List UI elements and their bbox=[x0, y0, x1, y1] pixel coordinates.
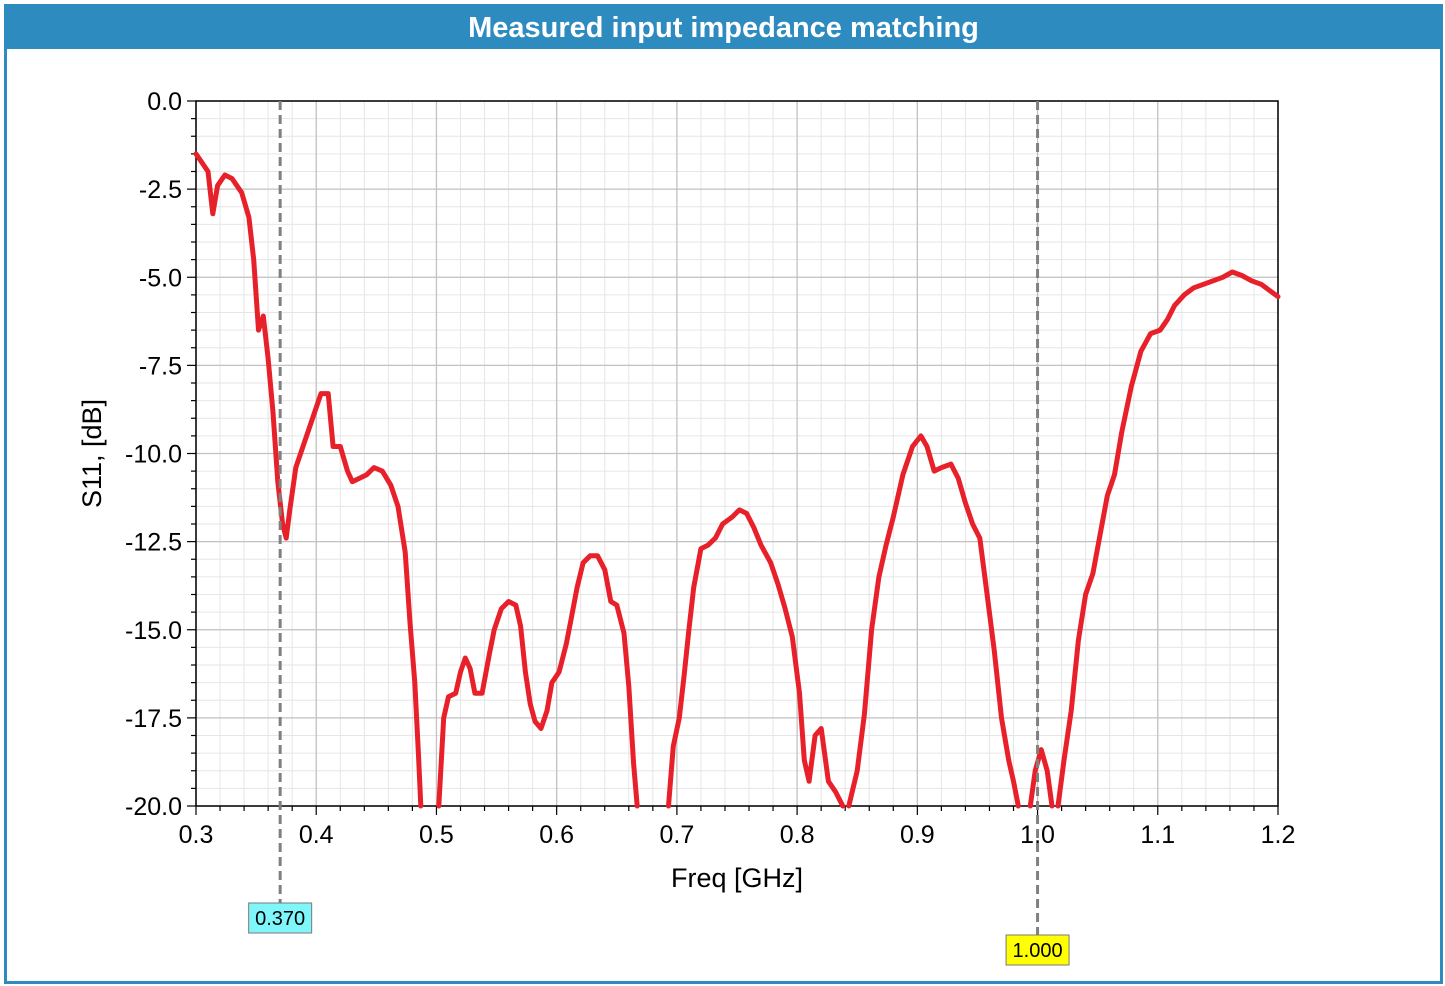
x-tick-label: 0.9 bbox=[900, 821, 935, 849]
x-tick-label: 0.4 bbox=[299, 821, 334, 849]
y-tick-label: -15.0 bbox=[125, 617, 182, 645]
chart-title: Measured input impedance matching bbox=[7, 7, 1440, 49]
x-tick-label: 0.5 bbox=[419, 821, 454, 849]
y-tick-label: -17.5 bbox=[125, 705, 182, 733]
y-tick-labels: 0.0 -2.5 -5.0 -7.5 -10.0 -12.5 -15.0 -17.5 -20.0 bbox=[125, 88, 182, 821]
y-tick-label: -10.0 bbox=[125, 441, 182, 469]
x-tick-label: 0.8 bbox=[780, 821, 815, 849]
y-tick-label: -12.5 bbox=[125, 529, 182, 557]
x-tick-label: 1.2 bbox=[1261, 821, 1296, 849]
marker-label: 1.000 bbox=[1013, 940, 1063, 962]
x-tick-labels: 0.3 0.4 0.5 0.6 0.7 0.8 0.9 1.0 1.1 1.2 bbox=[179, 821, 1296, 849]
plot-svg: 0.3 0.4 0.5 0.6 0.7 0.8 0.9 1.0 1.1 1.2 0.0-2.5-5… bbox=[77, 88, 1296, 966]
x-axis-title: Freq [GHz] bbox=[671, 863, 803, 893]
x-tick-label: 0.7 bbox=[660, 821, 695, 849]
y-tick-label: -5.0 bbox=[139, 264, 182, 292]
y-axis-title: S11, [dB] bbox=[77, 399, 107, 508]
series-line-s11 bbox=[1055, 269, 1281, 809]
marker-label: 0.370 bbox=[255, 908, 305, 930]
series-line-s11 bbox=[1027, 747, 1055, 809]
chart-frame: Measured input impedance matching 0.3 0.4… bbox=[4, 4, 1443, 984]
y-tick-label: 0.0 bbox=[147, 88, 182, 116]
x-tick-label: 0.3 bbox=[179, 821, 214, 849]
series-line-s11 bbox=[666, 507, 846, 809]
x-tick-label: 1.1 bbox=[1140, 821, 1175, 849]
marker-label-box bbox=[248, 902, 313, 934]
y-tick-label: -7.5 bbox=[139, 352, 182, 380]
series-line-s11 bbox=[846, 433, 1021, 809]
marker-label-box bbox=[1005, 934, 1070, 966]
series-group bbox=[193, 151, 1281, 809]
axis-ticks bbox=[187, 100, 1279, 815]
x-tick-label: 0.6 bbox=[539, 821, 574, 849]
y-tick-label: -2.5 bbox=[139, 176, 182, 204]
markers-group: 0.370 1.000 bbox=[248, 101, 1070, 966]
y-tick-label: -20.0 bbox=[125, 793, 182, 821]
series-line-s11 bbox=[436, 553, 640, 809]
series-line-s11 bbox=[193, 151, 424, 809]
